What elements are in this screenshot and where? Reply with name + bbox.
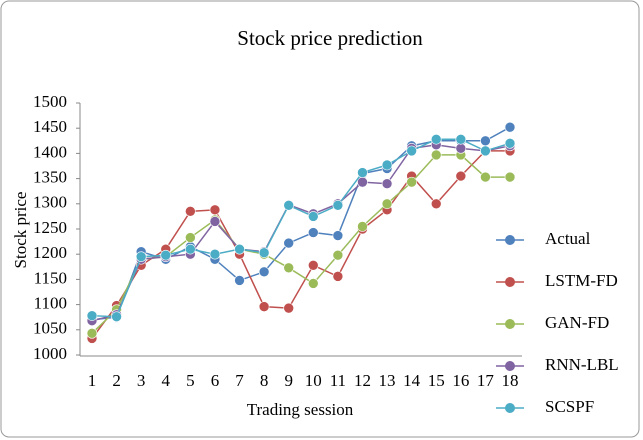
x-tick-label: 14 [403, 371, 421, 390]
y-tick-label: 1000 [33, 344, 67, 363]
y-tick-label: 1300 [33, 193, 67, 212]
data-point [381, 178, 393, 189]
data-point [283, 262, 295, 274]
data-point [480, 135, 491, 147]
data-point [430, 149, 442, 161]
data-point [455, 133, 467, 145]
data-point [209, 216, 221, 227]
x-tick-label: 17 [477, 371, 495, 390]
x-tick-label: 2 [112, 371, 121, 390]
data-point [332, 200, 344, 211]
x-tick-label: 3 [137, 371, 146, 390]
data-point [480, 171, 491, 183]
data-point [455, 143, 467, 154]
data-point [185, 206, 196, 217]
x-tick-label: 4 [162, 371, 171, 390]
y-tick-label: 1200 [33, 243, 67, 262]
data-point [283, 200, 295, 211]
y-tick-label: 1400 [33, 142, 67, 161]
legend-label: LSTM-FD [545, 271, 618, 290]
data-point [135, 251, 147, 263]
data-point [185, 232, 196, 243]
data-point [209, 248, 221, 260]
data-point [307, 278, 319, 289]
x-tick-label: 7 [235, 371, 244, 390]
data-point [209, 204, 221, 216]
data-point [234, 275, 245, 286]
data-point [283, 237, 295, 249]
data-point [185, 243, 196, 255]
x-tick-label: 13 [379, 371, 396, 390]
data-point [480, 145, 491, 157]
x-tick-label: 1 [88, 371, 97, 390]
data-point [381, 159, 393, 171]
data-point [332, 271, 344, 282]
y-tick-label: 1450 [33, 117, 67, 136]
data-point [406, 176, 417, 188]
data-point [307, 259, 319, 271]
data-point [430, 198, 442, 210]
data-point [258, 301, 270, 312]
x-tick-label: 9 [284, 371, 293, 390]
x-tick-label: 5 [186, 371, 195, 390]
data-point [86, 328, 98, 339]
data-point [504, 171, 516, 183]
x-tick-label: 16 [452, 371, 469, 390]
legend-marker [505, 235, 515, 245]
y-axis-label: Stock price [11, 192, 30, 269]
x-tick-label: 11 [330, 371, 346, 390]
x-tick-label: 15 [428, 371, 445, 390]
data-point [357, 167, 368, 178]
data-point [258, 266, 270, 278]
data-point [111, 311, 122, 322]
data-point [381, 198, 393, 210]
y-tick-label: 1100 [34, 294, 67, 313]
data-point [307, 227, 319, 238]
x-tick-label: 8 [260, 371, 269, 390]
y-tick-label: 1250 [33, 218, 67, 237]
x-tick-label: 6 [211, 371, 220, 390]
y-tick-label: 1500 [33, 92, 67, 111]
y-tick-label: 1150 [34, 268, 67, 287]
data-point [332, 230, 344, 241]
legend-label: SCSPF [545, 397, 594, 416]
x-tick-label: 12 [354, 371, 371, 390]
data-point [357, 221, 368, 232]
y-tick-label: 1050 [33, 319, 67, 338]
chart-title: Stock price prediction [237, 26, 423, 50]
data-point [234, 243, 245, 255]
data-point [357, 176, 368, 188]
data-point [307, 211, 319, 222]
legend-marker [505, 361, 515, 371]
data-point [86, 310, 98, 321]
legend-label: RNN-LBL [545, 355, 619, 374]
legend-marker [505, 277, 515, 287]
data-point [283, 302, 295, 314]
legend-marker [505, 319, 515, 329]
x-tick-label: 10 [305, 371, 322, 390]
data-point [160, 249, 172, 261]
y-tick-label: 1350 [33, 168, 67, 187]
x-axis-label: Trading session [247, 400, 354, 419]
data-point [332, 249, 344, 261]
legend-label: GAN-FD [545, 313, 609, 332]
legend-marker [505, 403, 515, 413]
legend-label: Actual [545, 229, 591, 248]
data-point [258, 247, 270, 258]
data-point [430, 133, 442, 145]
data-point [504, 121, 516, 133]
data-point [455, 170, 467, 182]
data-point [406, 145, 417, 157]
data-point [504, 138, 516, 149]
x-tick-label: 18 [502, 371, 519, 390]
